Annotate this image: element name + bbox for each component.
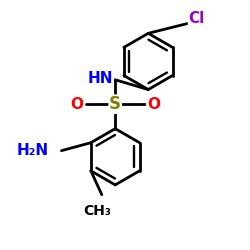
Text: O: O — [147, 97, 160, 112]
Text: HN: HN — [87, 71, 113, 86]
Text: H₂N: H₂N — [17, 143, 49, 158]
Text: S: S — [109, 95, 121, 113]
Text: O: O — [70, 97, 84, 112]
Text: Cl: Cl — [188, 11, 205, 26]
Text: CH₃: CH₃ — [83, 204, 111, 218]
